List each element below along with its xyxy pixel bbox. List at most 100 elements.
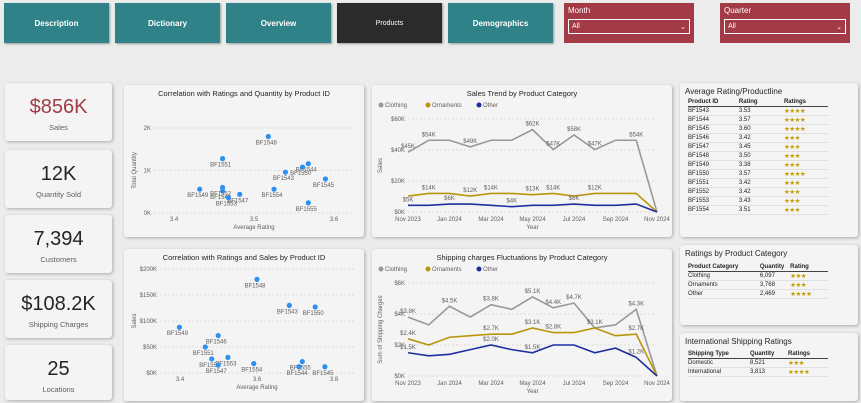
scatter-point [254, 276, 260, 282]
data-label: $4.7K [566, 295, 582, 301]
table-cell: 3.60 [738, 126, 751, 132]
point-label: BF1546 [206, 340, 228, 346]
table-row[interactable]: BF1552 3.42 ★★★ [688, 188, 828, 197]
data-label: $6K [444, 196, 455, 202]
point-label: BF1544 [296, 168, 318, 174]
table-cell: Rating [790, 264, 809, 270]
scatter-point [286, 302, 292, 308]
point-label: BF1553 [215, 361, 237, 367]
table-row[interactable]: BF1553 3.43 ★★★ [688, 197, 828, 206]
data-label: $14K [546, 185, 560, 191]
scatter-sales-chart[interactable]: $200K $150K $100K $50K $0K 3.4 3.6 3.8 Average R… [124, 249, 364, 401]
data-label: $4.4K [545, 300, 561, 306]
kpi-label: Quantity Sold [35, 190, 82, 199]
tab-overview[interactable]: Overview [226, 3, 331, 43]
scatter-point [305, 200, 311, 206]
kpi-shipping: $108.2K Shipping Charges [5, 280, 112, 338]
x-tick-label: Sep 2024 [603, 381, 629, 387]
tab-demographics[interactable]: Demographics [448, 3, 553, 43]
scatter-point [225, 354, 231, 360]
x-tick-label: Jan 2024 [437, 381, 462, 387]
data-label: $54K [422, 132, 436, 138]
point-label: BF1550 [290, 171, 312, 177]
y-tick-label: $0K [146, 371, 157, 377]
table-row[interactable]: BF1548 3.50 ★★★ [688, 152, 828, 161]
tab-dictionary[interactable]: Dictionary [115, 3, 220, 43]
table-cell: ★★★ [783, 189, 800, 196]
table-cell: ★★★★ [790, 291, 812, 298]
point-label: BF1545 [312, 371, 334, 377]
x-axis-label: Average Rating [236, 385, 277, 391]
sales-trend-chart[interactable]: Clothing Ornaments Other$60K$40K$20K$0KNov… [372, 85, 672, 237]
point-label: BF1543 [273, 176, 295, 182]
tab-label: Products [375, 19, 404, 27]
series-line [407, 296, 658, 377]
table-row[interactable]: Clothing 6,097 ★★★ [688, 272, 828, 281]
data-label: $14K [422, 185, 436, 191]
point-label: BF1554 [241, 368, 263, 374]
table-cell: Shipping Type [688, 351, 729, 357]
kpi-value: $856K [29, 96, 88, 118]
table-cell: 3.38 [738, 162, 751, 168]
month-dropdown[interactable]: All ⌄ [568, 19, 690, 34]
quarter-slicer[interactable]: Quarter All ⌄ [720, 3, 850, 43]
scatter-point [265, 133, 271, 140]
scatter-quantity-card: Correlation with Ratings and Quantity by… [124, 85, 364, 237]
table-row[interactable]: BF1554 3.51 ★★★ [688, 206, 828, 215]
kpi-customers: 7,394 Customers [5, 215, 112, 273]
table-row[interactable]: BF1547 3.45 ★★★ [688, 143, 828, 152]
data-label: $2.4K [400, 331, 416, 337]
y-tick-label: 0K [144, 211, 151, 217]
tab-label: Description [34, 18, 79, 28]
data-label: $45K [401, 144, 415, 150]
data-label: $49K [463, 139, 477, 145]
table-row[interactable]: BF1549 3.38 ★★★ [688, 161, 828, 170]
table-row[interactable]: International 3,813 ★★★★ [688, 368, 828, 377]
data-label: $12K [588, 185, 602, 191]
point-label: BF1555 [296, 207, 318, 213]
month-slicer[interactable]: Month All ⌄ [564, 3, 694, 43]
tab-products[interactable]: Products [337, 3, 442, 43]
x-tick-label: May 2024 [519, 381, 546, 387]
table-row[interactable]: BF1550 3.57 ★★★★ [688, 170, 828, 179]
y-axis-label: Total Quantity [132, 152, 138, 189]
table-row[interactable]: Ornaments 3,768 ★★★ [688, 281, 828, 290]
table-row[interactable]: BF1545 3.60 ★★★★ [688, 125, 828, 134]
legend-marker [476, 102, 482, 108]
table-row[interactable]: BF1543 3.53 ★★★★ [688, 107, 828, 116]
tab-description[interactable]: Description [4, 3, 109, 43]
scatter-point [202, 344, 208, 350]
table-row[interactable]: BF1546 3.42 ★★★ [688, 134, 828, 143]
table-cell: BF1554 [688, 207, 710, 213]
kpi-label: Shipping Charges [28, 320, 89, 329]
scatter-quantity-chart[interactable]: 2K 1K 0K 3.4 3.5 3.6 Average Rating Total Quant… [124, 85, 364, 237]
data-label: $2.0K [483, 337, 499, 343]
table-cell: Ornaments [688, 282, 718, 288]
chevron-down-icon: ⌄ [836, 23, 842, 31]
table-cell: Product ID [688, 99, 719, 105]
table-cell: 3.45 [738, 144, 751, 150]
x-tick-label: 3.8 [330, 377, 339, 383]
tab-label: Dictionary [147, 18, 188, 28]
data-label: $2.8K [545, 325, 561, 331]
quarter-dropdown[interactable]: All ⌄ [724, 19, 846, 34]
table-cell: 6,097 [759, 273, 775, 279]
table-row[interactable]: Other 2,469 ★★★★ [688, 290, 828, 299]
x-tick-label: Nov 2023 [395, 381, 421, 387]
data-label: $6K [569, 196, 580, 202]
table-row[interactable]: BF1544 3.57 ★★★★ [688, 116, 828, 125]
table-row[interactable]: Domestic 8,521 ★★★ [688, 359, 828, 368]
table-row[interactable]: BF1551 3.42 ★★★ [688, 179, 828, 188]
point-label: BF1546 [210, 195, 232, 201]
table-cell: Rating [738, 99, 758, 105]
kpi-label: Customers [40, 255, 77, 264]
x-tick-label: Jul 2024 [563, 217, 586, 223]
x-tick-label: Jul 2024 [563, 381, 586, 387]
legend-label: Ornaments [432, 267, 462, 273]
y-tick-label: $0K [394, 210, 405, 216]
x-tick-label: 3.4 [176, 377, 185, 383]
data-label: $3.1K [587, 320, 603, 326]
data-label: $47K [546, 142, 560, 148]
chart-title: Correlation with Ratings and Sales by Pr… [162, 253, 326, 262]
